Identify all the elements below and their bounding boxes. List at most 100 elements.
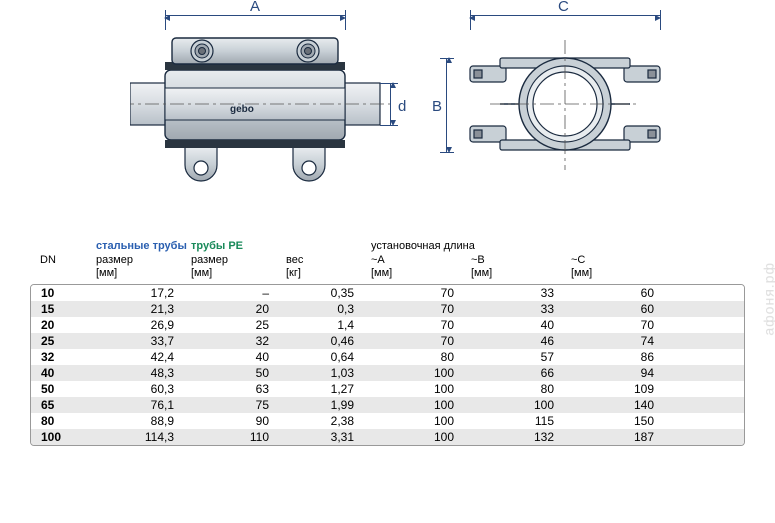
side-view-diagram: A d: [130, 20, 390, 200]
dim-line-d: [390, 83, 391, 125]
cell-pe: 90: [192, 414, 287, 428]
table-row: 5060,3631,2710080109: [31, 381, 744, 397]
dim-label-d: d: [398, 98, 406, 115]
cell-a: 100: [372, 398, 472, 412]
cell-wt: 1,03: [287, 366, 372, 380]
spec-table: стальные трубы трубы PE установочная дли…: [30, 240, 745, 446]
col-c: ~C [мм]: [571, 254, 671, 280]
table-body: 1017,2–0,357033601521,3200,37033602026,9…: [30, 284, 745, 446]
dim-line-b: [446, 58, 447, 152]
cell-b: 33: [472, 286, 572, 300]
cell-a: 70: [372, 318, 472, 332]
cell-dn: 50: [37, 382, 97, 396]
cell-a: 100: [372, 430, 472, 444]
cell-wt: 3,31: [287, 430, 372, 444]
table-row: 2026,9251,4704070: [31, 317, 744, 333]
table-header-row: DN размер [мм] размер [мм] вес [кг] ~A […: [30, 252, 745, 284]
cell-c: 60: [572, 286, 672, 300]
cell-c: 187: [572, 430, 672, 444]
watermark: афоня.рф: [761, 262, 775, 336]
cell-c: 94: [572, 366, 672, 380]
header-steel: стальные трубы: [96, 240, 191, 252]
dim-label-a: A: [250, 0, 260, 15]
end-view-svg: [450, 20, 680, 200]
cell-dn: 10: [37, 286, 97, 300]
cell-steel: 42,4: [97, 350, 192, 364]
dim-label-b: B: [432, 98, 442, 115]
cell-pe: 110: [192, 430, 287, 444]
cell-wt: 0,35: [287, 286, 372, 300]
cell-wt: 2,38: [287, 414, 372, 428]
cell-b: 66: [472, 366, 572, 380]
cell-steel: 21,3: [97, 302, 192, 316]
cell-wt: 0,3: [287, 302, 372, 316]
cell-dn: 32: [37, 350, 97, 364]
dim-line-c: [470, 15, 660, 16]
cell-c: 109: [572, 382, 672, 396]
col-dn: DN: [36, 254, 96, 280]
end-view-diagram: C B: [450, 20, 680, 200]
header-pe: трубы PE: [191, 240, 286, 252]
cell-dn: 100: [37, 430, 97, 444]
cell-a: 70: [372, 286, 472, 300]
cell-a: 70: [372, 334, 472, 348]
col-a: ~A [мм]: [371, 254, 471, 280]
table-header-groups: стальные трубы трубы PE установочная дли…: [30, 240, 745, 252]
cell-pe: 32: [192, 334, 287, 348]
table-row: 6576,1751,99100100140: [31, 397, 744, 413]
dim-line-a: [165, 15, 345, 16]
cell-wt: 1,4: [287, 318, 372, 332]
cell-steel: 60,3: [97, 382, 192, 396]
cell-b: 115: [472, 414, 572, 428]
col-b: ~B [мм]: [471, 254, 571, 280]
cell-steel: 48,3: [97, 366, 192, 380]
cell-b: 80: [472, 382, 572, 396]
cell-pe: –: [192, 286, 287, 300]
cell-steel: 17,2: [97, 286, 192, 300]
table-row: 1017,2–0,35703360: [31, 285, 744, 301]
cell-b: 57: [472, 350, 572, 364]
cell-b: 33: [472, 302, 572, 316]
table-row: 4048,3501,031006694: [31, 365, 744, 381]
cell-dn: 65: [37, 398, 97, 412]
cell-dn: 20: [37, 318, 97, 332]
cell-wt: 0,64: [287, 350, 372, 364]
cell-pe: 20: [192, 302, 287, 316]
cell-wt: 1,99: [287, 398, 372, 412]
cell-a: 100: [372, 382, 472, 396]
cell-c: 70: [572, 318, 672, 332]
table-row: 8088,9902,38100115150: [31, 413, 744, 429]
side-view-svg: gebo: [130, 20, 390, 200]
cell-c: 60: [572, 302, 672, 316]
cell-pe: 63: [192, 382, 287, 396]
cell-steel: 33,7: [97, 334, 192, 348]
cell-b: 100: [472, 398, 572, 412]
cell-pe: 25: [192, 318, 287, 332]
table-row: 2533,7320,46704674: [31, 333, 744, 349]
cell-a: 100: [372, 414, 472, 428]
cell-b: 40: [472, 318, 572, 332]
header-install: установочная длина: [371, 240, 671, 252]
cell-c: 74: [572, 334, 672, 348]
cell-pe: 40: [192, 350, 287, 364]
cell-wt: 1,27: [287, 382, 372, 396]
svg-text:gebo: gebo: [230, 104, 254, 115]
table-row: 3242,4400,64805786: [31, 349, 744, 365]
cell-c: 140: [572, 398, 672, 412]
cell-b: 132: [472, 430, 572, 444]
col-steel-size: размер [мм]: [96, 254, 191, 280]
cell-a: 100: [372, 366, 472, 380]
cell-pe: 50: [192, 366, 287, 380]
table-row: 100114,31103,31100132187: [31, 429, 744, 445]
col-pe-size: размер [мм]: [191, 254, 286, 280]
cell-dn: 40: [37, 366, 97, 380]
cell-steel: 114,3: [97, 430, 192, 444]
cell-steel: 76,1: [97, 398, 192, 412]
dim-label-c: C: [558, 0, 569, 15]
cell-a: 70: [372, 302, 472, 316]
cell-b: 46: [472, 334, 572, 348]
cell-c: 86: [572, 350, 672, 364]
cell-steel: 88,9: [97, 414, 192, 428]
cell-c: 150: [572, 414, 672, 428]
cell-dn: 15: [37, 302, 97, 316]
